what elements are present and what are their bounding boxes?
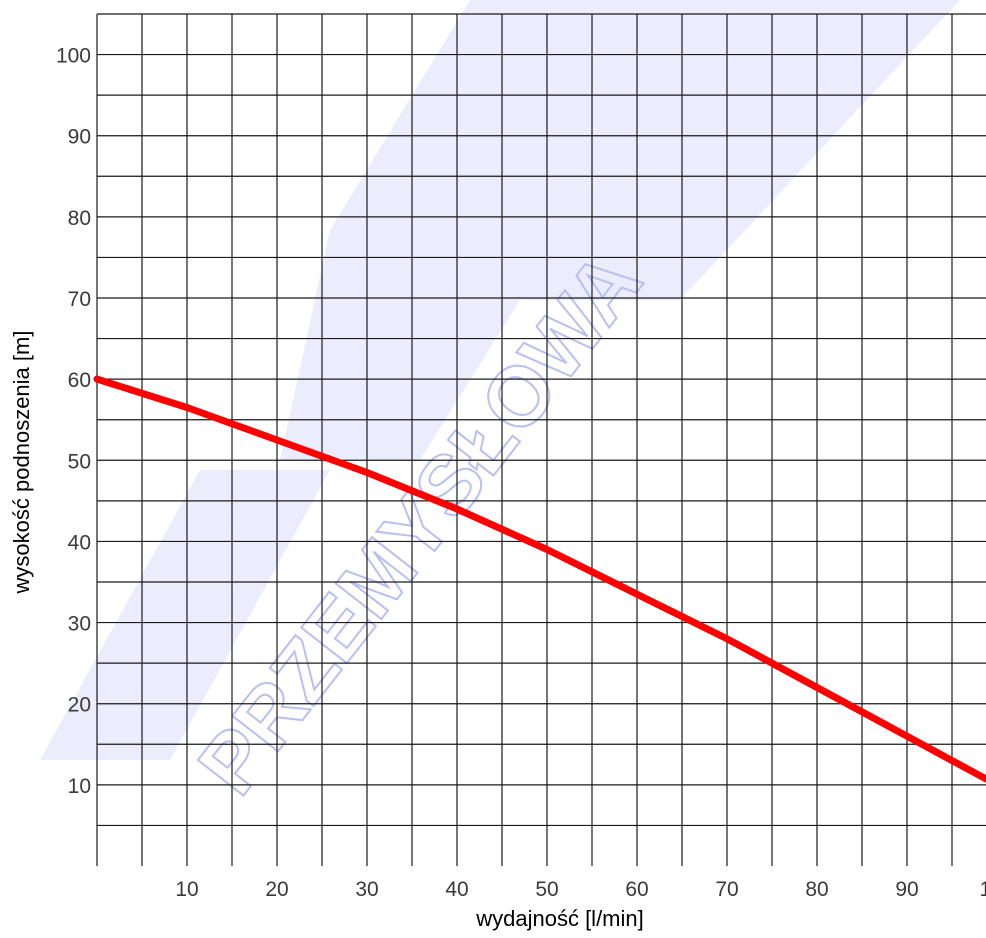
x-tick-label: 40 [445,878,468,901]
y-tick-label: 80 [68,207,91,230]
x-tick-label: 60 [625,878,648,901]
x-tick-label: 30 [355,878,378,901]
watermark-logo-shape [280,0,960,460]
x-tick-labels: 10 20 30 40 50 60 70 80 90 100 [175,878,986,901]
x-tick-label: 20 [265,878,288,901]
y-tick-label: 90 [68,126,91,149]
series-layer [93,375,986,783]
y-tick-label: 60 [68,369,91,392]
y-tick-label: 100 [56,45,91,68]
x-tick-label: 50 [535,878,558,901]
y-axis-title: wysokość podnoszenia [m] [9,331,34,595]
x-tick-label: 100 [979,878,986,901]
x-axis-title: wydajność [l/min] [475,906,644,931]
y-tick-label: 30 [68,613,91,636]
grid [96,13,986,866]
x-tick-label: 80 [805,878,828,901]
y-tick-label: 70 [68,288,91,311]
y-tick-label: 40 [68,531,91,554]
x-tick-label: 70 [715,878,738,901]
y-tick-labels: 10 20 30 40 50 60 70 80 90 100 [56,45,91,798]
y-tick-label: 20 [68,694,91,717]
y-tick-label: 10 [68,775,91,798]
x-tick-label: 10 [175,878,198,901]
series-line-0 [93,375,986,783]
watermark-logo-shape-lower [40,470,330,760]
x-tick-label: 90 [895,878,918,901]
y-tick-label: 50 [68,450,91,473]
